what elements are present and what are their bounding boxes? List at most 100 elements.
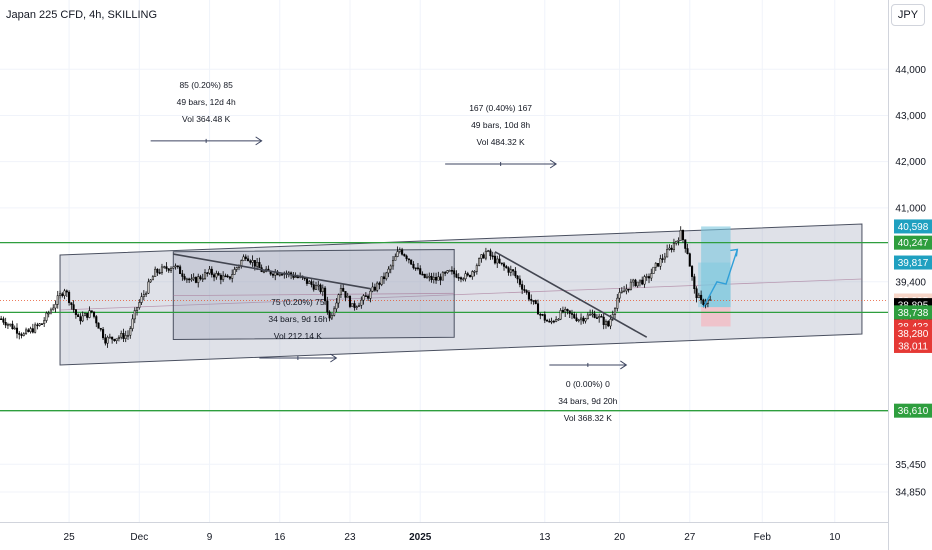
candle (99, 328, 102, 330)
candle (163, 266, 166, 268)
candle (314, 285, 318, 290)
candle (600, 315, 603, 318)
range-measure: 75 (0.20%) 75 34 bars, 9d 16h Vol 212.14 K (259, 297, 338, 363)
candle (333, 308, 336, 316)
candle (4, 322, 7, 326)
candle (530, 298, 533, 301)
candle (339, 288, 342, 295)
candle (348, 295, 352, 307)
candle (487, 250, 490, 252)
candle (686, 248, 689, 254)
candle (201, 278, 204, 280)
position-tool[interactable] (698, 226, 731, 327)
candle (310, 281, 313, 285)
candle (518, 278, 521, 285)
candle (172, 266, 175, 269)
candle (380, 276, 383, 285)
candle (478, 258, 481, 266)
price-label: 39,817 (898, 258, 929, 269)
candle (613, 308, 617, 315)
time-axis[interactable]: 25 Dec 9 16 23 2025 13 20 27 Feb 10 (0, 522, 888, 544)
measure-label: 0 (0.00%) 0 (566, 379, 610, 389)
candle (97, 322, 100, 329)
candle (188, 278, 191, 281)
candle (441, 272, 444, 281)
price-tick-label: 42,000 (895, 157, 926, 168)
measure-label: Vol 484.32 K (477, 137, 526, 147)
candle (652, 266, 655, 274)
time-tick-label: 2025 (409, 532, 432, 543)
candle (523, 289, 526, 291)
candle (179, 266, 182, 274)
candle (156, 268, 159, 273)
measure-label: 34 bars, 9d 16h (268, 314, 327, 324)
candle (192, 277, 195, 280)
candle (253, 260, 256, 267)
range-measure: 0 (0.00%) 0 34 bars, 9d 20h Vol 368.32 K (549, 360, 628, 423)
price-label-badge (894, 326, 932, 341)
candle (63, 290, 66, 296)
candle (305, 278, 308, 284)
candle (364, 295, 367, 297)
candle (319, 284, 322, 292)
candle (509, 269, 512, 273)
candle (659, 258, 662, 267)
candle (493, 255, 497, 264)
candle (47, 312, 50, 315)
candle (142, 294, 145, 297)
candle (104, 337, 107, 344)
measure-label: 49 bars, 10d 8h (471, 120, 530, 130)
candle (627, 288, 630, 291)
time-tick-label: 20 (614, 532, 626, 543)
candle (586, 314, 589, 319)
candle (666, 249, 669, 258)
candle (566, 308, 569, 311)
candle (360, 299, 363, 306)
candle (498, 258, 501, 264)
candle (589, 314, 592, 316)
candle (102, 329, 105, 339)
candle (430, 275, 433, 281)
candle (693, 276, 696, 289)
range-measure: 167 (0.40%) 167 49 bars, 10d 8h Vol 484.32… (445, 103, 558, 169)
candle (115, 338, 118, 342)
candle (54, 304, 57, 309)
candle (570, 313, 574, 315)
candle (11, 323, 14, 330)
currency-button[interactable]: JPY (891, 4, 925, 26)
candle (344, 291, 347, 298)
candle (126, 334, 130, 337)
candle (151, 276, 154, 281)
candle (575, 317, 578, 321)
candle (491, 255, 494, 258)
price-label-badge (894, 403, 932, 418)
time-tick-label: Dec (130, 532, 148, 543)
candle (378, 282, 381, 285)
trend-line (494, 251, 648, 338)
price-label-badge (894, 235, 932, 250)
candle (670, 247, 673, 251)
candle (278, 274, 281, 276)
candle (362, 295, 365, 301)
channel-median (173, 292, 455, 297)
measure-arrowhead (549, 159, 558, 169)
time-tick-label: 25 (64, 532, 76, 543)
candle (337, 294, 340, 304)
candle (321, 287, 324, 292)
price-label: 40,598 (898, 222, 929, 233)
candle (521, 284, 524, 290)
candle (149, 279, 152, 283)
price-axis[interactable]: 34,850 35,450 39,400 41,000 42,000 43,000 44,0… (888, 0, 932, 550)
candle (95, 316, 98, 324)
candle (450, 270, 453, 272)
candle (416, 267, 419, 270)
measure-arrowhead (620, 360, 628, 370)
price-tick-label: 44,000 (895, 65, 926, 76)
target-zone (701, 226, 731, 308)
candle (516, 275, 519, 280)
candle (598, 315, 601, 319)
chart-title: Japan 225 CFD, 4h, SKILLING (6, 9, 158, 21)
candle (158, 272, 161, 274)
candle (199, 276, 202, 280)
